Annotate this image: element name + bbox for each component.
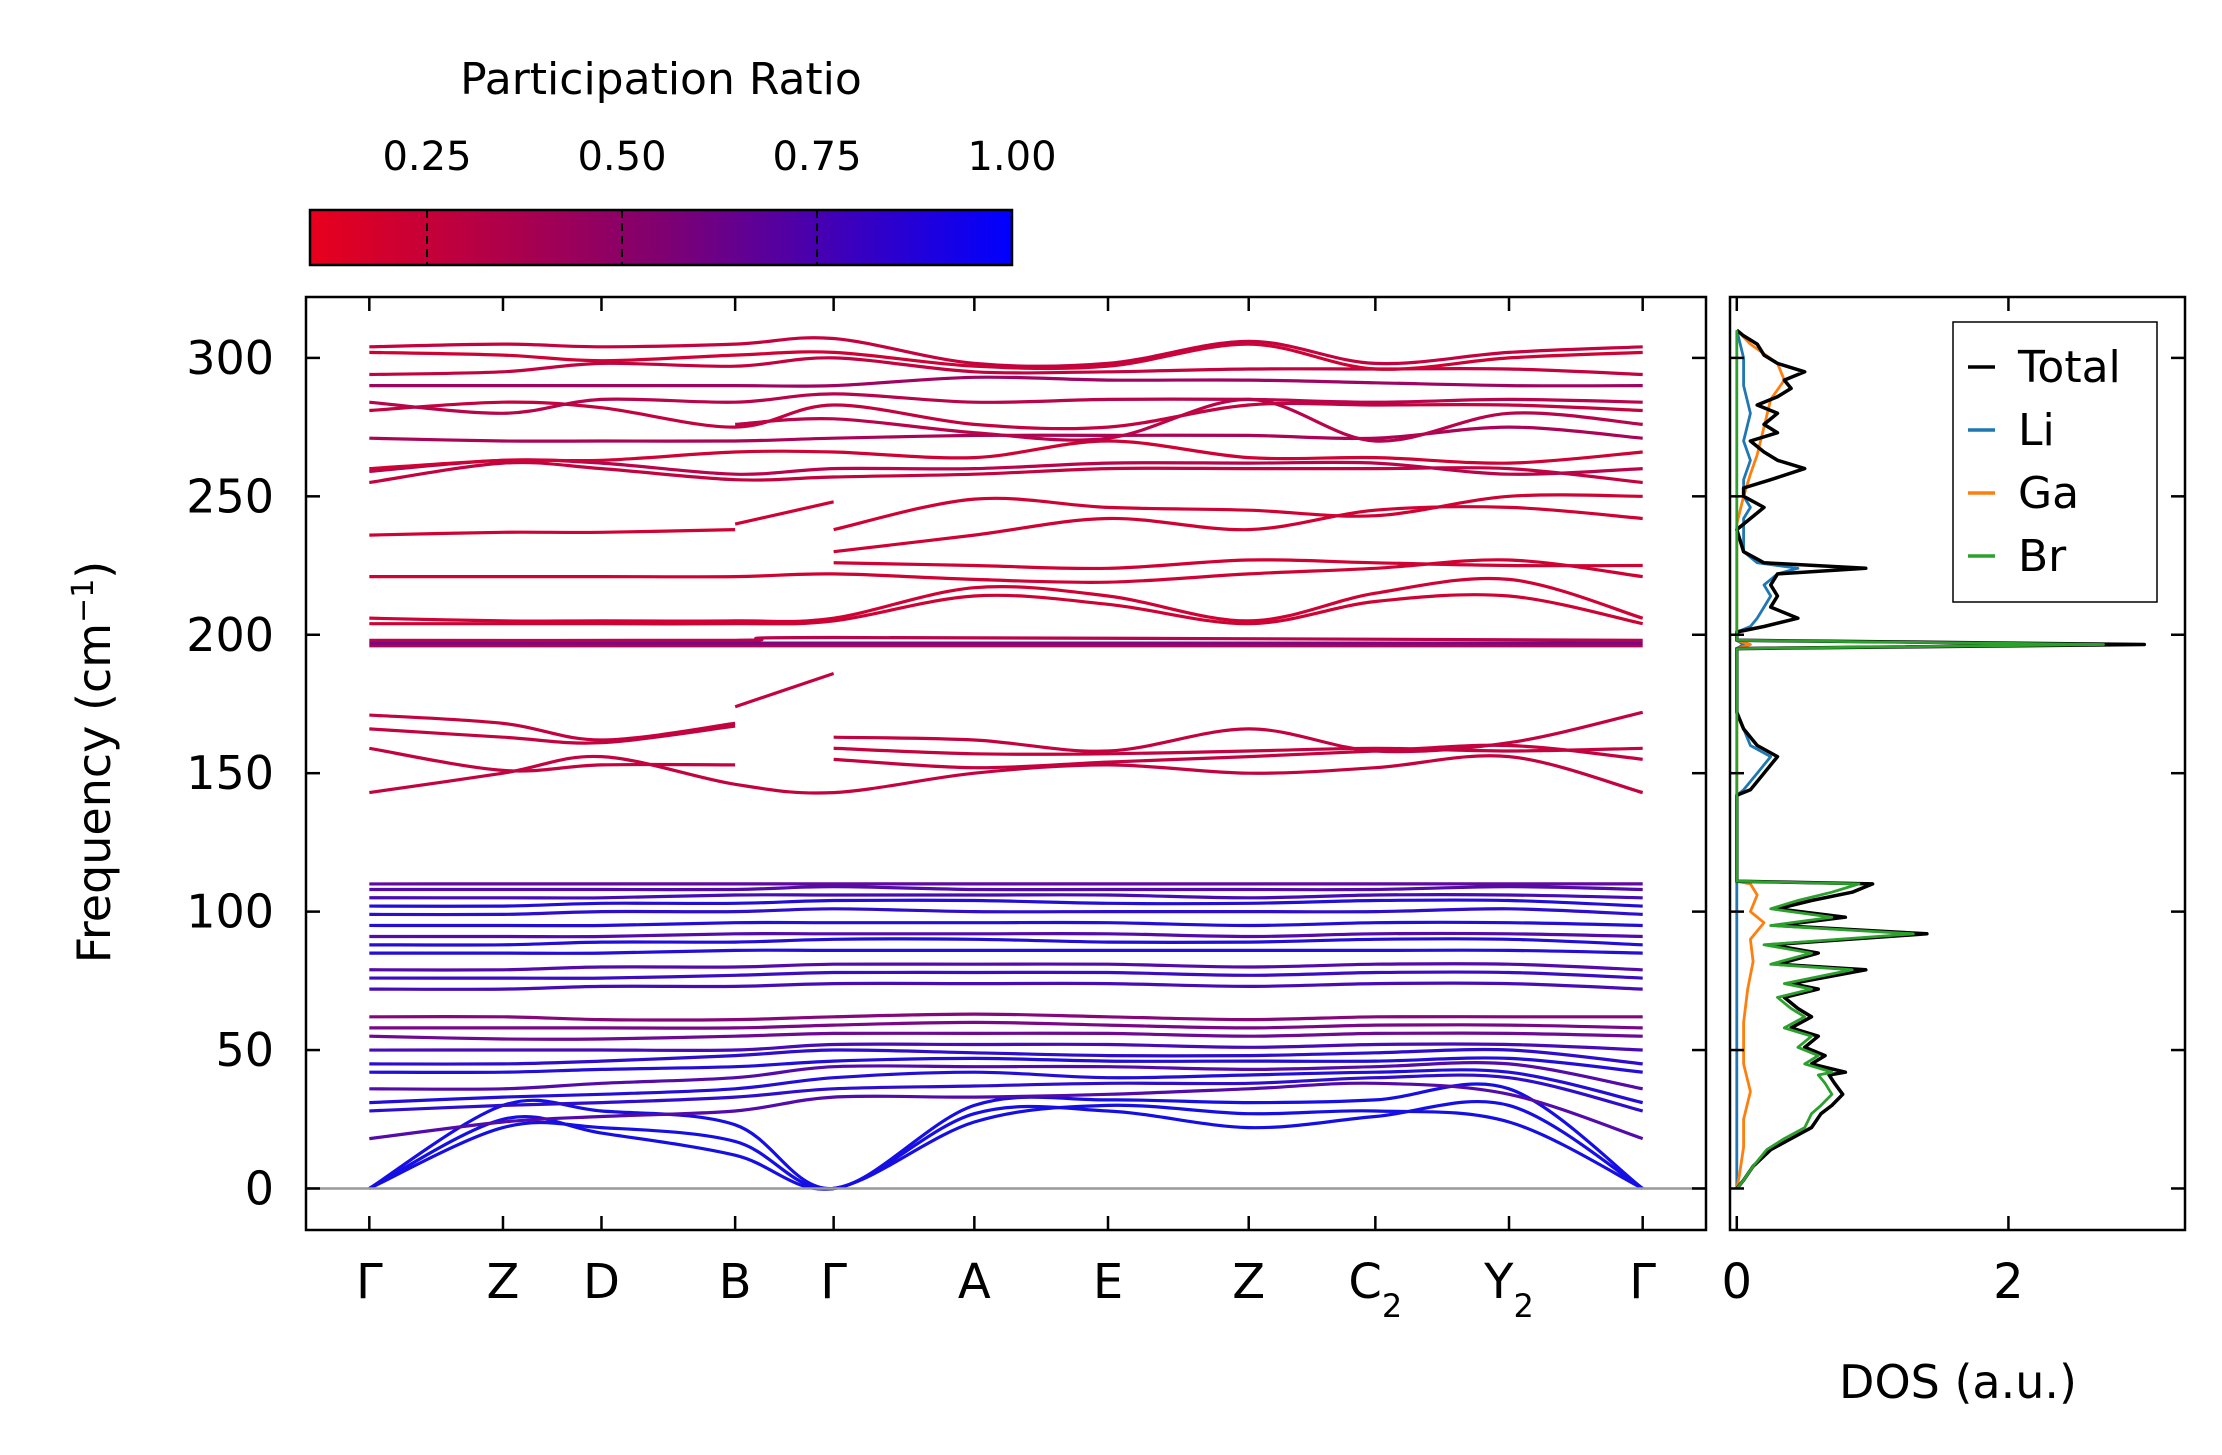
dos-line-total [1735, 328, 2147, 1190]
y-tick-label: 250 [186, 469, 274, 523]
phonon-band-opt-g-230 [833, 505, 1643, 554]
phonon-band-opt-62 [369, 1012, 1643, 1022]
phonon-band-acoustic-2 [368, 1103, 1644, 1191]
k-point-label: A [958, 1254, 991, 1310]
k-point-label: B [719, 1254, 752, 1310]
phonon-band-opt-g-155 [833, 743, 1643, 770]
k-point-label: Z [487, 1254, 520, 1310]
phonon-band-opt-95 [369, 920, 1643, 928]
phonon-band-opt-42 [369, 1056, 1643, 1075]
phonon-band-opt-85 [369, 948, 1643, 955]
phonon-band-opt-224 [833, 558, 1643, 571]
y-tick-label: 200 [186, 608, 274, 662]
dos-x-axis-label: DOS (a.u.) [1839, 1355, 2077, 1409]
phonon-band-opt-b-174 [734, 672, 835, 709]
band-structure-panel: 0 50 100 150 200 250 300 Γ Z D B Γ A E Z C2 Y2 Γ Frequen… [66, 295, 1708, 1325]
phonon-band-opt-102 [369, 898, 1643, 908]
legend-label-li: Li [2018, 405, 2055, 456]
dos-panel: 0 2 DOS (a.u.) Total Li Ga Br [1722, 295, 2187, 1409]
y-tick-label: 50 [215, 1023, 274, 1077]
k-point-label: Γ [820, 1254, 847, 1310]
phonon-band-opt-88 [369, 937, 1643, 947]
y-axis-label: Frequency (cm−1) [66, 561, 122, 964]
phonon-band-opt-55 [369, 1031, 1643, 1041]
phonon-band-opt-18 [369, 1081, 1644, 1141]
colorbar: Participation Ratio 0.25 0.50 0.75 1.00 [308, 54, 1057, 267]
phonon-band-opt-159 [369, 746, 736, 773]
phonon-band-opt-79 [369, 962, 1643, 972]
y-tick-label: 300 [186, 331, 274, 385]
y-tick-label: 150 [186, 746, 274, 800]
phonon-band-opt-36 [369, 1061, 1643, 1091]
legend-label-ga: Ga [2018, 468, 2079, 519]
k-point-label: C2 [1348, 1254, 1402, 1325]
k-point-label: D [583, 1254, 620, 1310]
phonon-band-opt-108 [369, 885, 1643, 892]
phonon-band-opt-302 [369, 342, 1643, 371]
phonon-band-opt-143 [369, 754, 1644, 795]
phonon-band-opt-255 [369, 460, 1643, 485]
phonon-band-opt-105 [369, 893, 1643, 900]
k-point-label: Γ [1629, 1254, 1656, 1310]
dos-frame [1728, 295, 2187, 1232]
k-point-label: E [1093, 1254, 1123, 1310]
phonon-band-opt-b-240 [734, 500, 834, 526]
phonon-band-opt-g-238 [833, 493, 1643, 532]
band-structure-frame [304, 295, 1708, 1232]
legend-label-br: Br [2018, 531, 2067, 582]
colorbar-tick-label: 1.00 [967, 134, 1056, 180]
phonon-band-opt-31 [369, 1068, 1644, 1105]
phonon-band-opt-76 [369, 970, 1643, 980]
phonon-band-opt-45 [369, 1047, 1643, 1066]
phonon-band-opt-304 [369, 336, 1643, 368]
colorbar-tick-label: 0.75 [772, 134, 861, 180]
phonon-band-opt-290 [369, 375, 1643, 388]
colorbar-gradient [308, 208, 1014, 267]
colorbar-label: Participation Ratio [460, 54, 862, 105]
phonon-band-opt-281 [369, 400, 1643, 431]
phonon-band-opt-236 [369, 528, 736, 537]
phonon-band-opt-50 [369, 1042, 1643, 1053]
colorbar-tick-label: 0.50 [577, 134, 666, 180]
y-tick-label: 100 [186, 885, 274, 939]
phonon-band-opt-28 [369, 1073, 1644, 1113]
dos-x-tick-label: 0 [1722, 1254, 1753, 1310]
k-point-label: Z [1232, 1254, 1265, 1310]
phonon-band-opt-206 [369, 576, 1644, 624]
phonon-band-opt-g-159 [833, 746, 1643, 756]
phonon-band-opt-58 [369, 1020, 1643, 1030]
phonon-band-opt-g-163 [833, 710, 1644, 754]
phonon-band-opt-263 [369, 439, 1643, 471]
legend-label-total: Total [2017, 342, 2121, 393]
y-tick-label: 0 [245, 1161, 274, 1215]
colorbar-tick-label: 0.25 [382, 134, 471, 180]
dos-line-li [1735, 329, 1800, 1189]
phonon-band-opt-72 [369, 981, 1643, 991]
dos-x-tick-label: 2 [1993, 1254, 2024, 1310]
phonon-band-opt-198c [369, 635, 1643, 643]
dos-line-br [1735, 330, 2105, 1190]
k-point-label: Y2 [1483, 1254, 1534, 1325]
phonon-band-acoustic-3 [368, 1082, 1644, 1191]
phonon-band-opt-171 [369, 713, 736, 742]
phonon-band-opt-99 [369, 907, 1643, 917]
phonon-band-opt-91 [369, 931, 1643, 939]
phonon-band-opt-204 [369, 593, 1644, 626]
phonon-band-opt-284 [369, 392, 1643, 415]
phonon-band-opt-165 [369, 724, 736, 745]
dos-legend: Total Li Ga Br [1952, 321, 2158, 603]
k-point-label: Γ [356, 1254, 383, 1310]
